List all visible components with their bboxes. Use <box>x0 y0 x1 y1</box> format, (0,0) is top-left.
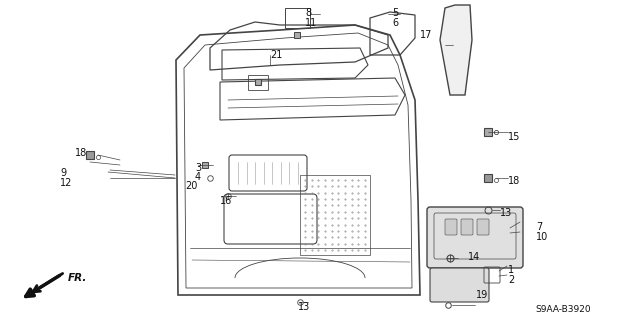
Polygon shape <box>440 5 472 95</box>
Text: 5: 5 <box>392 8 398 18</box>
Text: 7: 7 <box>536 222 542 232</box>
FancyBboxPatch shape <box>477 219 489 235</box>
Text: 8: 8 <box>305 8 311 18</box>
FancyBboxPatch shape <box>430 268 489 302</box>
Text: 9: 9 <box>60 168 66 178</box>
Text: 17: 17 <box>420 30 433 40</box>
FancyBboxPatch shape <box>427 207 523 268</box>
Text: 12: 12 <box>60 178 72 188</box>
Text: 21: 21 <box>270 50 282 60</box>
Text: FR.: FR. <box>68 273 88 283</box>
Text: 18: 18 <box>75 148 87 158</box>
Text: 13: 13 <box>298 302 310 312</box>
Text: 20: 20 <box>185 181 197 191</box>
FancyBboxPatch shape <box>461 219 473 235</box>
Text: 1: 1 <box>508 265 514 275</box>
Text: 6: 6 <box>392 18 398 28</box>
Text: 14: 14 <box>468 252 480 262</box>
Text: 3: 3 <box>195 163 201 173</box>
Text: 10: 10 <box>536 232 548 242</box>
Text: 11: 11 <box>305 18 317 28</box>
Text: 13: 13 <box>500 208 512 218</box>
FancyBboxPatch shape <box>445 219 457 235</box>
Text: 19: 19 <box>476 290 488 300</box>
Text: 16: 16 <box>220 196 232 206</box>
Text: 4: 4 <box>195 172 201 182</box>
Text: 2: 2 <box>508 275 515 285</box>
Text: 15: 15 <box>508 132 520 142</box>
Text: S9AA-B3920: S9AA-B3920 <box>535 305 591 314</box>
Text: 18: 18 <box>508 176 520 186</box>
